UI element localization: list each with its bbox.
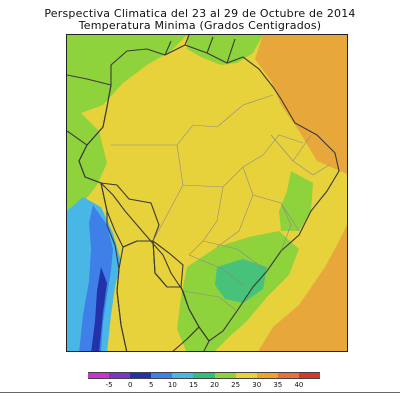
legend-color-bar bbox=[88, 372, 321, 379]
map-subtitle: Temperatura Minima (Grados Centigrados) bbox=[78, 19, 322, 32]
legend-swatch bbox=[277, 372, 300, 379]
warm-ocean-northeast bbox=[255, 35, 347, 175]
border-uruguay bbox=[186, 326, 210, 351]
legend-swatch bbox=[193, 372, 216, 379]
state-borders bbox=[111, 94, 330, 312]
bottom-divider bbox=[0, 392, 400, 393]
legend-tick-label: 15 bbox=[188, 381, 198, 389]
legend-swatch bbox=[88, 372, 110, 379]
legend-swatch bbox=[109, 372, 131, 379]
color-legend: -5 0 5 10 15 20 25 30 35 40 bbox=[88, 372, 321, 390]
legend-swatch bbox=[298, 372, 321, 379]
legend-swatch bbox=[130, 372, 152, 379]
border-guianas bbox=[164, 35, 236, 64]
legend-swatch bbox=[235, 372, 258, 379]
legend-tick-label: 5 bbox=[149, 381, 154, 389]
legend-tick-label: 30 bbox=[252, 381, 262, 389]
green-region-north bbox=[67, 35, 187, 113]
border-colombia bbox=[67, 74, 112, 146]
legend-tick-label: 20 bbox=[210, 381, 219, 389]
legend-tick-label: 40 bbox=[294, 381, 304, 389]
legend-swatch bbox=[214, 372, 237, 379]
map-canvas bbox=[67, 35, 347, 351]
border-chile bbox=[106, 224, 128, 351]
warm-ocean-southeast bbox=[258, 225, 347, 351]
andes-cold-band bbox=[79, 205, 113, 351]
legend-tick-label: 10 bbox=[167, 381, 177, 389]
legend-swatch bbox=[151, 372, 173, 379]
legend-tick-label: 35 bbox=[273, 381, 283, 389]
legend-swatch bbox=[172, 372, 194, 379]
legend-swatch bbox=[256, 372, 279, 379]
forecast-map bbox=[66, 34, 348, 352]
green-region-east bbox=[279, 171, 313, 231]
andes-coldest-band bbox=[91, 267, 107, 351]
mid-green-patch bbox=[215, 259, 267, 303]
legend-tick-label: -5 bbox=[105, 381, 113, 389]
legend-tick-label: 25 bbox=[231, 381, 241, 389]
legend-tick-label: 0 bbox=[127, 381, 133, 389]
map-title: Perspectiva Climatica del 23 al 29 de Oc… bbox=[44, 7, 356, 20]
